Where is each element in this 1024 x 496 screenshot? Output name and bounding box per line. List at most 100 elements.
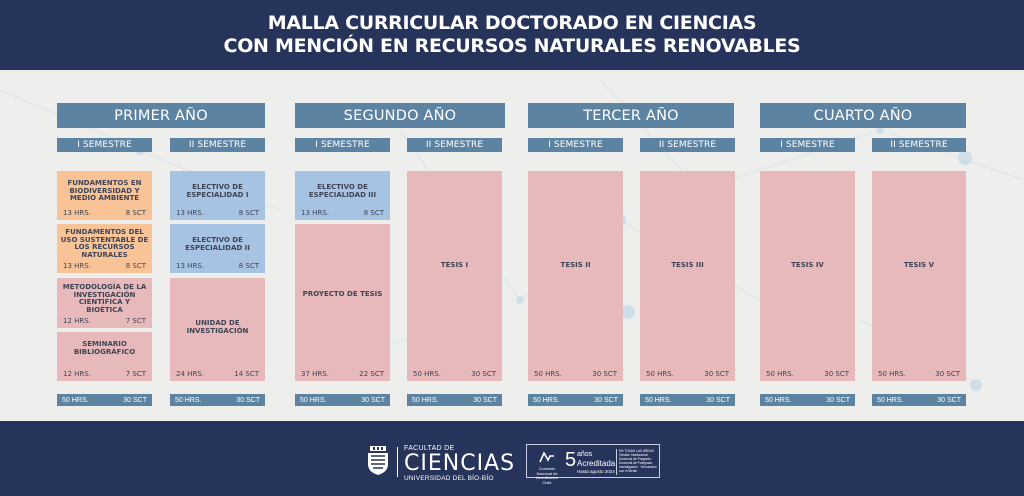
footer-divider <box>397 447 398 477</box>
course-card: UNIDAD DE INVESTIGACIÓN 24 HRS. 14 SCT <box>170 278 265 381</box>
course-hours: 12 HRS. <box>63 370 91 378</box>
course-card: FUNDAMENTOS EN BIODIVERSIDAD Y MEDIO AMB… <box>57 171 152 220</box>
semester-total: 50 HRS. 30 SCT <box>295 394 390 406</box>
page-header: MALLA CURRICULAR DOCTORADO EN CIENCIAS C… <box>0 0 1024 70</box>
course-name: TESIS IV <box>791 261 824 269</box>
total-credits: 30 SCT <box>937 396 961 404</box>
course-name: SEMINARIO BIBLIOGRÁFICO <box>73 340 136 356</box>
course-card: ELECTIVO DE ESPECIALIDAD III 13 HRS. 8 S… <box>295 171 390 220</box>
course-name: TESIS I <box>440 261 469 269</box>
semester-header-3: I SEMESTRE <box>295 138 390 152</box>
course-hours: 50 HRS. <box>878 370 906 378</box>
course-credits: 30 SCT <box>824 370 849 378</box>
total-credits: 30 SCT <box>473 396 497 404</box>
semester-header-8: II SEMESTRE <box>872 138 966 152</box>
total-credits: 30 SCT <box>826 396 850 404</box>
course-credits: 30 SCT <box>471 370 496 378</box>
course-credits: 8 SCT <box>125 262 146 270</box>
course-hours: 13 HRS. <box>301 209 329 217</box>
semester-header-2: II SEMESTRE <box>170 138 265 152</box>
course-card: TESIS IV 50 HRS. 30 SCT <box>760 171 855 381</box>
faculty-name: CIENCIAS <box>404 451 516 476</box>
page-title-line-2: CON MENCIÓN EN RECURSOS NATURALES RENOVA… <box>223 35 801 57</box>
course-credits: 8 SCT <box>238 262 259 270</box>
total-hours: 50 HRS. <box>533 396 560 404</box>
year-header-3: TERCER AÑO <box>528 103 734 128</box>
year-header-2: SEGUNDO AÑO <box>295 103 505 128</box>
accreditation-badge: Comisión Nacional de Acreditación Chile … <box>526 444 660 484</box>
course-hours: 24 HRS. <box>176 370 204 378</box>
course-name: UNIDAD DE INVESTIGACIÓN <box>186 319 249 335</box>
course-name: TESIS V <box>903 261 935 269</box>
course-credits: 30 SCT <box>592 370 617 378</box>
course-card: TESIS II 50 HRS. 30 SCT <box>528 171 623 381</box>
course-hours: 50 HRS. <box>646 370 674 378</box>
course-credits: 8 SCT <box>363 209 384 217</box>
total-hours: 50 HRS. <box>175 396 202 404</box>
semester-header-7: I SEMESTRE <box>760 138 855 152</box>
areas-title: EN TODAS LAS ÁREAS <box>619 449 654 453</box>
areas-list: Gestión Institucional · Docencia de Preg… <box>619 453 657 473</box>
course-credits: 7 SCT <box>125 317 146 325</box>
course-credits: 8 SCT <box>125 209 146 217</box>
course-card: TESIS V 50 HRS. 30 SCT <box>872 171 966 381</box>
course-name: PROYECTO DE TESIS <box>302 290 383 298</box>
total-hours: 50 HRS. <box>877 396 904 404</box>
course-card: TESIS III 50 HRS. 30 SCT <box>640 171 735 381</box>
course-credits: 22 SCT <box>359 370 384 378</box>
course-credits: 30 SCT <box>935 370 960 378</box>
course-hours: 13 HRS. <box>63 209 91 217</box>
page-footer <box>0 421 1024 496</box>
course-card: TESIS I 50 HRS. 30 SCT <box>407 171 502 381</box>
total-hours: 50 HRS. <box>645 396 672 404</box>
accreditation-areas: EN TODAS LAS ÁREAS Gestión Institucional… <box>619 449 659 473</box>
total-hours: 50 HRS. <box>62 396 89 404</box>
course-card: FUNDAMENTOS DEL USO SUSTENTABLE DE LOS R… <box>57 224 152 273</box>
semester-header-5: I SEMESTRE <box>528 138 623 152</box>
semester-total: 50 HRS. 30 SCT <box>407 394 502 406</box>
semester-total: 50 HRS. 30 SCT <box>760 394 855 406</box>
semester-total: 50 HRS. 30 SCT <box>57 394 152 406</box>
course-hours: 12 HRS. <box>63 317 91 325</box>
semester-total: 50 HRS. 30 SCT <box>170 394 265 406</box>
year-header-1: PRIMER AÑO <box>57 103 265 128</box>
course-name: ELECTIVO DE ESPECIALIDAD III <box>308 183 377 199</box>
course-card: ELECTIVO DE ESPECIALIDAD II 13 HRS. 8 SC… <box>170 224 265 273</box>
university-crest-icon <box>368 446 388 475</box>
accreditation-status: Acreditada <box>577 459 616 468</box>
course-name: FUNDAMENTOS DEL USO SUSTENTABLE DE LOS R… <box>60 228 149 259</box>
course-hours: 50 HRS. <box>413 370 441 378</box>
course-hours: 50 HRS. <box>534 370 562 378</box>
semester-total: 50 HRS. 30 SCT <box>528 394 623 406</box>
page-title-line-1: MALLA CURRICULAR DOCTORADO EN CIENCIAS <box>267 12 757 34</box>
total-credits: 30 SCT <box>706 396 730 404</box>
total-hours: 50 HRS. <box>412 396 439 404</box>
semester-total: 50 HRS. 30 SCT <box>872 394 966 406</box>
semester-header-1: I SEMESTRE <box>57 138 152 152</box>
course-hours: 13 HRS. <box>176 209 204 217</box>
cna-label: Comisión Nacional de Acreditación Chile <box>535 466 558 485</box>
course-hours: 37 HRS. <box>301 370 329 378</box>
course-name: TESIS III <box>671 261 704 269</box>
total-credits: 30 SCT <box>236 396 260 404</box>
semester-total: 50 HRS. 30 SCT <box>640 394 735 406</box>
course-credits: 30 SCT <box>704 370 729 378</box>
course-name: ELECTIVO DE ESPECIALIDAD II <box>185 236 250 252</box>
total-credits: 30 SCT <box>123 396 147 404</box>
semester-header-4: II SEMESTRE <box>407 138 502 152</box>
university-name: UNIVERSIDAD DEL BÍO-BÍO <box>404 475 494 482</box>
course-credits: 7 SCT <box>125 370 146 378</box>
year-header-4: CUARTO AÑO <box>760 103 966 128</box>
course-card: PROYECTO DE TESIS 37 HRS. 22 SCT <box>295 224 390 381</box>
curriculum-grid: PRIMER AÑO SEGUNDO AÑO TERCER AÑO CUARTO… <box>0 70 1024 421</box>
course-credits: 8 SCT <box>238 209 259 217</box>
course-name: METODOLOGÍA DE LA INVESTIGACIÓN CIENTÍFI… <box>62 283 147 314</box>
course-name: TESIS II <box>560 261 591 269</box>
course-name: ELECTIVO DE ESPECIALIDAD I <box>186 183 249 199</box>
course-hours: 50 HRS. <box>766 370 794 378</box>
course-card: METODOLOGÍA DE LA INVESTIGACIÓN CIENTÍFI… <box>57 278 152 328</box>
semester-header-6: II SEMESTRE <box>640 138 735 152</box>
total-hours: 50 HRS. <box>765 396 792 404</box>
course-credits: 14 SCT <box>234 370 259 378</box>
accreditation-until: Hasta agosto 2024 <box>577 469 615 474</box>
